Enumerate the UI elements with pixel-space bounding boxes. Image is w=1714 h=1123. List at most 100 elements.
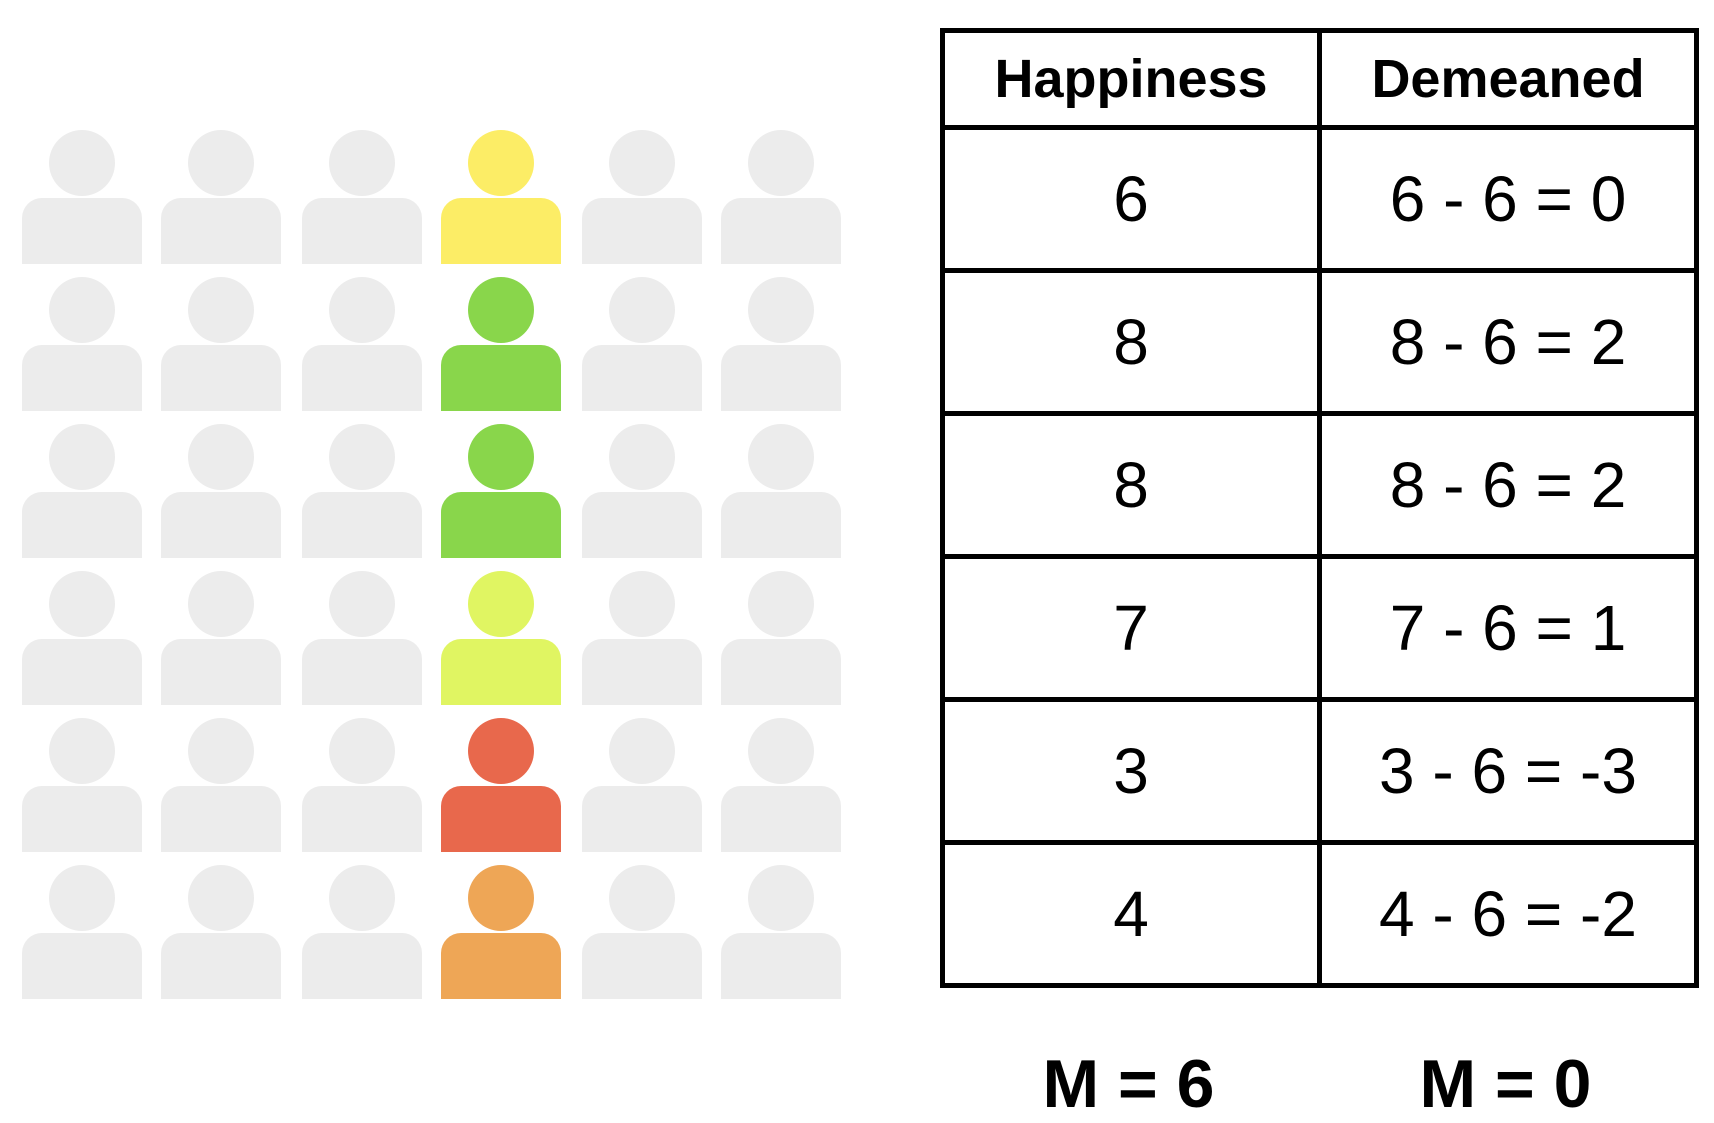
- person-icon: [22, 424, 142, 558]
- demeaned-cell: 3 - 6 = -3: [1317, 697, 1699, 845]
- person-icon: [22, 277, 142, 411]
- person-body: [161, 933, 281, 999]
- data-table: Happiness Demeaned 6 6 - 6 = 0 8 8 - 6 =…: [940, 28, 1699, 988]
- person-body: [582, 786, 702, 852]
- person-body: [721, 639, 841, 705]
- person-body: [22, 198, 142, 264]
- person-head: [609, 718, 675, 784]
- person-head: [609, 424, 675, 490]
- person-head: [468, 865, 534, 931]
- person-body: [22, 933, 142, 999]
- person-head: [748, 865, 814, 931]
- person-head: [329, 571, 395, 637]
- person-body: [582, 198, 702, 264]
- table-row: 4 4 - 6 = -2: [940, 840, 1699, 988]
- person-head: [329, 865, 395, 931]
- person-body: [721, 786, 841, 852]
- person-icon: [161, 424, 281, 558]
- person-head: [468, 424, 534, 490]
- person-icon: [22, 865, 142, 999]
- table-row: 8 8 - 6 = 2: [940, 411, 1699, 559]
- person-icon: [161, 865, 281, 999]
- person-body: [22, 492, 142, 558]
- person-head: [188, 571, 254, 637]
- person-body: [302, 492, 422, 558]
- demeaned-cell: 7 - 6 = 1: [1317, 554, 1699, 702]
- person-head: [609, 130, 675, 196]
- happiness-cell: 4: [940, 840, 1322, 988]
- person-body: [582, 933, 702, 999]
- person-icon: [161, 718, 281, 852]
- person-icon: [302, 865, 422, 999]
- person-icon: [582, 718, 702, 852]
- person-head: [49, 718, 115, 784]
- person-head: [468, 130, 534, 196]
- person-body: [302, 786, 422, 852]
- highlighted-person-icon: [441, 571, 561, 705]
- highlighted-person-icon: [441, 718, 561, 852]
- person-head: [49, 571, 115, 637]
- person-head: [188, 718, 254, 784]
- highlighted-person-icon: [441, 424, 561, 558]
- person-icon: [582, 865, 702, 999]
- person-head: [748, 718, 814, 784]
- table-header-row: Happiness Demeaned: [940, 28, 1699, 130]
- person-head: [188, 865, 254, 931]
- person-icon: [302, 718, 422, 852]
- person-icon: [721, 718, 841, 852]
- person-body: [441, 933, 561, 999]
- person-head: [188, 277, 254, 343]
- person-icon: [22, 130, 142, 264]
- person-icon: [22, 718, 142, 852]
- person-body: [721, 492, 841, 558]
- demeaned-cell: 4 - 6 = -2: [1317, 840, 1699, 988]
- person-body: [721, 933, 841, 999]
- person-body: [582, 639, 702, 705]
- person-head: [329, 424, 395, 490]
- person-head: [609, 277, 675, 343]
- header-demeaned: Demeaned: [1317, 28, 1699, 130]
- person-body: [22, 639, 142, 705]
- person-head: [329, 277, 395, 343]
- person-head: [748, 424, 814, 490]
- person-icon: [22, 571, 142, 705]
- person-icon: [582, 277, 702, 411]
- person-body: [161, 786, 281, 852]
- person-head: [49, 277, 115, 343]
- happiness-cell: 6: [940, 125, 1322, 273]
- person-body: [22, 786, 142, 852]
- person-icon: [161, 130, 281, 264]
- highlighted-person-icon: [441, 865, 561, 999]
- person-body: [582, 492, 702, 558]
- happiness-cell: 8: [940, 411, 1322, 559]
- demeaned-cell: 6 - 6 = 0: [1317, 125, 1699, 273]
- person-icon: [582, 424, 702, 558]
- person-body: [22, 345, 142, 411]
- mean-happiness-label: M = 6: [1042, 1046, 1215, 1122]
- person-icon: [161, 277, 281, 411]
- person-icon: [161, 571, 281, 705]
- person-body: [161, 198, 281, 264]
- person-body: [302, 639, 422, 705]
- person-head: [748, 571, 814, 637]
- header-happiness: Happiness: [940, 28, 1322, 130]
- person-icon: [721, 865, 841, 999]
- person-icon: [302, 277, 422, 411]
- person-head: [329, 718, 395, 784]
- person-icon: [302, 571, 422, 705]
- person-head: [468, 718, 534, 784]
- person-body: [302, 345, 422, 411]
- happiness-cell: 8: [940, 268, 1322, 416]
- person-icon: [582, 571, 702, 705]
- person-body: [302, 198, 422, 264]
- person-body: [441, 492, 561, 558]
- person-icon: [721, 130, 841, 264]
- person-head: [49, 865, 115, 931]
- table-row: 7 7 - 6 = 1: [940, 554, 1699, 702]
- person-head: [49, 130, 115, 196]
- table-row: 8 8 - 6 = 2: [940, 268, 1699, 416]
- person-body: [441, 786, 561, 852]
- demeaned-cell: 8 - 6 = 2: [1317, 411, 1699, 559]
- table-row: 3 3 - 6 = -3: [940, 697, 1699, 845]
- person-body: [721, 198, 841, 264]
